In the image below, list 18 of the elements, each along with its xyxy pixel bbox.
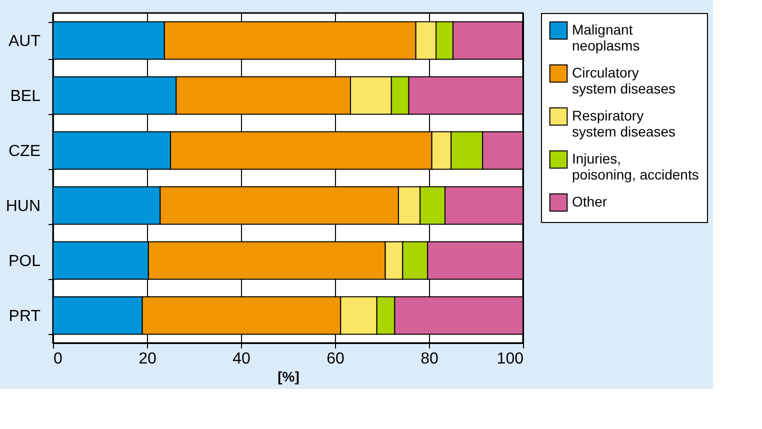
y-tick-label: HUN xyxy=(6,198,40,215)
legend-label: Respiratory system diseases xyxy=(572,108,676,140)
x-tick-label: 100 xyxy=(496,350,524,368)
legend-label: Injuries, poisoning, accidents xyxy=(572,150,699,182)
x-tick-label: 0 xyxy=(54,350,62,368)
y-tick-label: BEL xyxy=(10,88,41,105)
legend-label: Malignant neoplasms xyxy=(572,22,640,54)
y-tick-label: CZE xyxy=(8,143,40,160)
legend-label: Circulatory system diseases xyxy=(572,64,676,96)
x-axis-title: [%] xyxy=(278,368,300,384)
y-tick-label: POL xyxy=(8,253,41,270)
x-tick-label: 80 xyxy=(420,350,438,368)
x-tick-label: 40 xyxy=(232,350,250,368)
legend-label: Other xyxy=(572,194,608,210)
x-tick-label: 20 xyxy=(138,350,156,368)
y-tick-label: AUT xyxy=(8,33,41,50)
x-tick-label: 60 xyxy=(326,350,344,368)
y-tick-label: PRT xyxy=(8,308,41,325)
